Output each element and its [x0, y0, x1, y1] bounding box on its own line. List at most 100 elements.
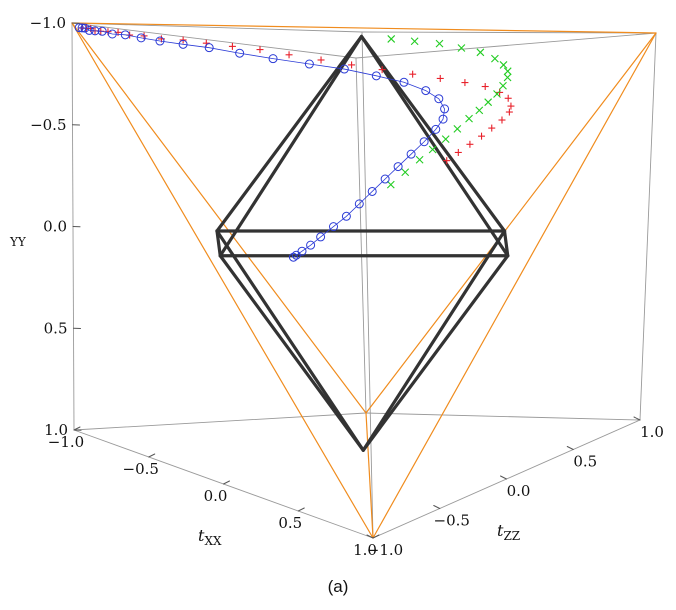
data-point-circle [178, 39, 188, 49]
data-point-circle [97, 26, 107, 36]
data-point-circle [380, 174, 390, 184]
txx-tick [73, 426, 81, 431]
octahedron-edge [502, 229, 510, 258]
tzz-tick [566, 446, 574, 450]
data-point-plus [478, 132, 486, 140]
tzz-tick-label: 1.0 [640, 423, 664, 441]
tzz-tick [500, 475, 507, 480]
data-point-plus [488, 124, 496, 132]
data-point-plus [507, 102, 515, 110]
data-point-cross [387, 35, 396, 43]
data-point-cross [435, 39, 444, 48]
box-edge [361, 31, 374, 539]
data-point-circle [354, 199, 364, 209]
octahedron-edge [215, 229, 222, 258]
data-point-circle [339, 64, 349, 74]
data-point-plus [202, 39, 210, 47]
txx-tick-label: 0.0 [204, 487, 228, 505]
tetrahedron-edge [71, 22, 374, 539]
tzz-tick [633, 416, 641, 421]
data-point-circle [341, 211, 351, 221]
tetrahedron-edge [71, 22, 367, 414]
data-point-plus [498, 116, 506, 124]
tyy-tick-label: 0.5 [44, 319, 68, 337]
txx-tick [223, 480, 230, 485]
octahedron-edge [218, 254, 365, 452]
tetrahedron-edge [365, 32, 657, 414]
plot-3d: −1.0−0.50.00.51.01.00.50.0−0.5−1.01.00.5… [9, 14, 664, 559]
data-point-plus [256, 46, 264, 54]
figure-caption: (a) [327, 577, 349, 596]
data-point-circle [84, 25, 94, 35]
data-point-circle [393, 162, 403, 172]
data-point-circle [440, 104, 450, 114]
tyy-tick-label: −1.0 [30, 14, 66, 32]
data-point-cross [476, 48, 485, 57]
data-point-plus [496, 88, 504, 96]
octahedron-edge [361, 254, 510, 452]
data-point-cross [410, 37, 419, 46]
data-point-circle [434, 94, 444, 104]
data-point-cross [499, 81, 507, 90]
data-point-plus [454, 148, 462, 156]
data-point-plus [504, 94, 512, 102]
data-point-circle [80, 23, 90, 33]
tzz-tick [366, 534, 374, 539]
data-point-circle [399, 77, 409, 87]
octahedron-edge [359, 34, 507, 233]
data-point-cross [453, 125, 462, 133]
tyy-tick-label: −0.5 [30, 116, 66, 134]
tyy-axis-label: YY [9, 235, 27, 249]
octahedron-edge [218, 34, 364, 258]
data-point-circle [329, 222, 339, 232]
data-point-cross [386, 180, 395, 189]
octahedron-edge [215, 34, 364, 233]
data-point-circle [120, 30, 130, 40]
box-edge [71, 22, 357, 59]
data-point-plus [505, 108, 513, 116]
octahedron-edge [215, 229, 365, 452]
data-point-plus [436, 74, 444, 82]
tyy-tick-label: 0.0 [43, 218, 67, 236]
data-point-circle [419, 137, 429, 147]
series-cross [386, 35, 512, 189]
data-point-circle [371, 71, 381, 81]
txx-tick [372, 534, 380, 539]
data-point-cross [428, 145, 437, 154]
data-point-plus [466, 140, 474, 148]
data-point-circle [155, 36, 165, 46]
data-point-cross [441, 135, 450, 144]
data-point-plus [481, 83, 489, 91]
box-edge [355, 57, 367, 414]
box-edge [365, 412, 641, 421]
data-point-cross [493, 90, 501, 98]
data-point-cross [457, 44, 466, 52]
data-point-circle [421, 86, 431, 96]
txx-axis-label: tXX [198, 526, 222, 548]
data-point-cross [475, 106, 484, 115]
txx-tick-label: 0.5 [278, 514, 302, 532]
tetrahedron-edge [365, 412, 374, 539]
txx-tick [297, 507, 305, 512]
data-point-cross [415, 155, 424, 164]
data-point-circle [107, 29, 117, 39]
txx-tick [148, 453, 156, 458]
tetrahedron-edge [71, 22, 657, 34]
data-point-plus [285, 51, 293, 59]
data-point-cross [491, 54, 499, 63]
data-point-cross [465, 114, 473, 123]
tzz-tick [433, 505, 441, 509]
tzz-tick-label: 0.5 [573, 453, 597, 471]
data-point-circle [406, 149, 416, 159]
data-point-circle [136, 33, 146, 43]
tetrahedron-edge [372, 32, 657, 539]
data-point-circle [367, 186, 377, 196]
data-point-circle [90, 26, 100, 36]
data-point-cross [499, 61, 508, 69]
box-edge [73, 412, 367, 431]
data-point-cross [484, 98, 493, 107]
data-point-circle [235, 48, 245, 58]
txx-tick-label: −1.0 [48, 433, 84, 451]
data-point-plus [348, 61, 356, 69]
